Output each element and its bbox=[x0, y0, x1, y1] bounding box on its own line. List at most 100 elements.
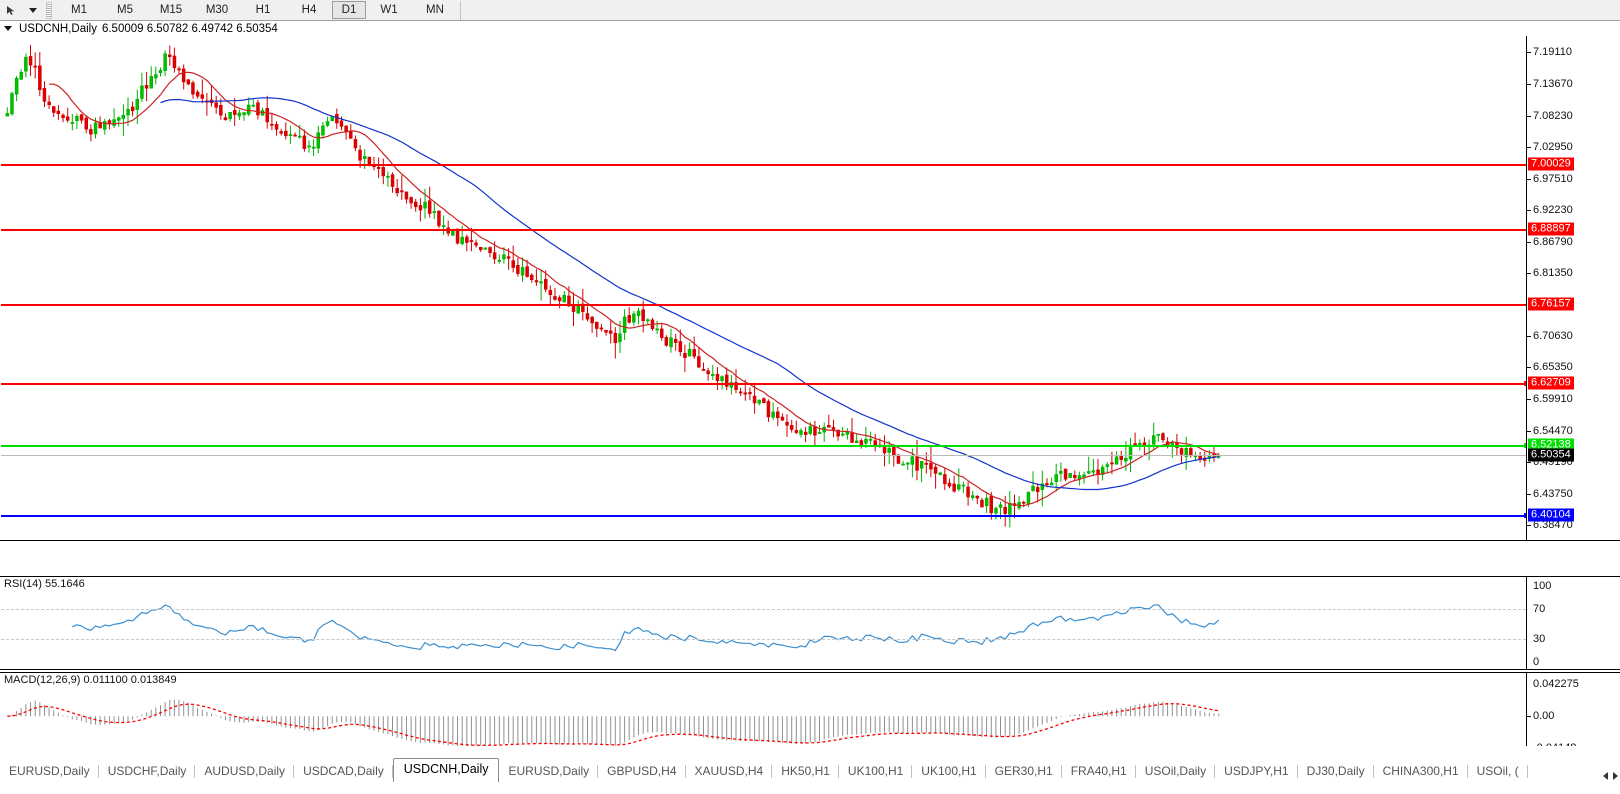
main-toolbar: M1 M5 M15 M30 H1 H4 D1 W1 MN bbox=[0, 0, 1620, 21]
price-axis-tick bbox=[1527, 367, 1531, 369]
chart-tab-dj30-daily[interactable]: DJ30,Daily bbox=[1298, 761, 1374, 782]
rsi-level-30-gridline bbox=[1, 639, 1526, 641]
chart-tab-uk100-h1[interactable]: UK100,H1 bbox=[912, 761, 987, 782]
toolbar-dropdown-icon[interactable] bbox=[22, 1, 44, 20]
rsi-plot-canvas[interactable] bbox=[1, 577, 1526, 669]
price-axis-label: 6.65350 bbox=[1533, 361, 1573, 374]
scroll-right-icon[interactable] bbox=[1613, 772, 1618, 780]
line-drag-handle[interactable] bbox=[1524, 380, 1526, 386]
price-axis-label: 7.08230 bbox=[1533, 109, 1573, 122]
price-tag-support-green[interactable]: 6.52138 bbox=[1528, 438, 1574, 452]
price-tag-resistance[interactable]: 7.00029 bbox=[1528, 157, 1574, 171]
chart-tab-gbpusd-h4[interactable]: GBPUSD,H4 bbox=[598, 761, 686, 782]
chart-ohlc-values: 6.50009 6.50782 6.49742 6.50354 bbox=[101, 22, 278, 35]
chart-symbol-bar: USDCNH,Daily 6.50009 6.50782 6.49742 6.5… bbox=[0, 21, 1620, 36]
price-axis-label: 6.81350 bbox=[1533, 267, 1573, 280]
resistance-line-7.00029[interactable] bbox=[1, 163, 1526, 166]
price-tag-support-blue[interactable]: 6.40104 bbox=[1528, 508, 1574, 522]
price-tag-last-price[interactable]: 6.50354 bbox=[1528, 448, 1574, 462]
macd-histogram-and-signal bbox=[7, 699, 1220, 747]
resistance-line-6.62709[interactable] bbox=[1, 380, 1526, 386]
price-axis-tick bbox=[1527, 83, 1531, 85]
timeframe-button-m30[interactable]: M30 bbox=[205, 4, 229, 16]
price-axis-tick bbox=[1527, 525, 1531, 527]
chart-tab-uk100-h1[interactable]: UK100,H1 bbox=[839, 761, 913, 782]
line-drag-handle[interactable] bbox=[1524, 513, 1526, 519]
price-axis-tick bbox=[1527, 431, 1531, 433]
rsi-indicator-label: RSI(14) 55.1646 bbox=[4, 578, 88, 590]
price-axis-label: 6.38470 bbox=[1533, 519, 1573, 532]
price-axis-tick bbox=[1527, 336, 1531, 338]
chart-tab-china300-h1[interactable]: CHINA300,H1 bbox=[1374, 761, 1468, 782]
price-axis-tick bbox=[1527, 462, 1531, 464]
price-axis-tick bbox=[1527, 399, 1531, 401]
chart-tab-eurusd-daily[interactable]: EURUSD,Daily bbox=[0, 761, 99, 782]
chevron-down-icon bbox=[29, 7, 37, 13]
timeframe-group: M1 M5 M15 M30 H1 H4 D1 W1 MN bbox=[56, 0, 461, 20]
price-axis-label: 6.92230 bbox=[1533, 203, 1573, 216]
chart-tab-usdchf-daily[interactable]: USDCHF,Daily bbox=[99, 761, 196, 782]
chart-tab-usdjpy-h1[interactable]: USDJPY,H1 bbox=[1215, 761, 1299, 782]
chart-symbol-label: USDCNH,Daily bbox=[19, 22, 97, 35]
chart-tab-usoil-daily[interactable]: USOil,Daily bbox=[1136, 761, 1216, 782]
price-pane[interactable]: 7.19110 7.13670 7.08230 7.02950 6.97510 6.922… bbox=[0, 36, 1620, 541]
price-axis-tick bbox=[1527, 115, 1531, 117]
price-axis-label: 7.02950 bbox=[1533, 140, 1573, 153]
rsi-line-series bbox=[72, 604, 1220, 652]
price-tag-resistance[interactable]: 6.76157 bbox=[1528, 297, 1574, 311]
rsi-axis-label: 30 bbox=[1533, 633, 1546, 646]
chart-tab-fra40-h1[interactable]: FRA40,H1 bbox=[1062, 761, 1136, 782]
resistance-line-6.76157[interactable] bbox=[1, 303, 1526, 306]
scroll-left-icon[interactable] bbox=[1603, 772, 1608, 780]
price-tag-resistance[interactable]: 6.62709 bbox=[1528, 376, 1574, 390]
chart-tab-usoil---[interactable]: USOil, ( bbox=[1468, 761, 1528, 782]
price-tag-resistance[interactable]: 6.88897 bbox=[1528, 222, 1574, 236]
support-line-6.40104[interactable] bbox=[1, 513, 1526, 519]
rsi-axis-label: 70 bbox=[1533, 602, 1546, 615]
timeframe-button-mn[interactable]: MN bbox=[426, 4, 444, 16]
macd-axis-label: 0.042275 bbox=[1533, 678, 1579, 690]
chart-tab-hk50-h1[interactable]: HK50,H1 bbox=[772, 761, 839, 782]
chart-tab-xauusd-h4[interactable]: XAUUSD,H4 bbox=[686, 761, 773, 782]
chart-tab-ger30-h1[interactable]: GER30,H1 bbox=[986, 761, 1062, 782]
price-axis[interactable]: 7.19110 7.13670 7.08230 7.02950 6.97510 6.922… bbox=[1526, 36, 1620, 540]
price-axis-label: 7.13670 bbox=[1533, 77, 1573, 90]
last-price-line bbox=[1, 455, 1526, 457]
cursor-tool-icon[interactable] bbox=[0, 1, 22, 20]
chart-tab-eurusd-daily[interactable]: EURUSD,Daily bbox=[499, 761, 598, 782]
rsi-axis-label: 100 bbox=[1533, 580, 1552, 592]
line-drag-handle[interactable] bbox=[1524, 442, 1526, 448]
price-axis-tick bbox=[1527, 51, 1531, 53]
price-axis-tick bbox=[1527, 494, 1531, 496]
macd-plot-canvas[interactable] bbox=[1, 673, 1526, 757]
timeframe-button-w1[interactable]: W1 bbox=[380, 4, 398, 16]
timeframe-button-h4[interactable]: H4 bbox=[301, 4, 317, 16]
price-axis-label: 6.97510 bbox=[1533, 172, 1573, 185]
price-plot-canvas[interactable] bbox=[1, 36, 1526, 540]
macd-axis-label: 0.00 bbox=[1533, 710, 1555, 723]
chart-tab-usdcnh-daily[interactable]: USDCNH,Daily bbox=[392, 758, 500, 782]
rsi-axis[interactable]: 100 70 30 0 bbox=[1526, 577, 1620, 669]
price-axis-label: 6.54470 bbox=[1533, 425, 1573, 438]
chart-menu-caret-icon[interactable] bbox=[4, 26, 12, 31]
toolbar-grip-handle[interactable] bbox=[46, 1, 52, 19]
rsi-axis-label: 0 bbox=[1533, 656, 1540, 668]
rsi-level-70-gridline bbox=[1, 608, 1526, 610]
timeframe-button-m15[interactable]: M15 bbox=[159, 4, 183, 16]
chart-tab-audusd-daily[interactable]: AUDUSD,Daily bbox=[195, 761, 294, 782]
timeframe-button-m5[interactable]: M5 bbox=[117, 4, 133, 16]
timeframe-button-d1[interactable]: D1 bbox=[332, 1, 366, 19]
rsi-pane[interactable]: RSI(14) 55.1646 100 70 30 0 bbox=[0, 576, 1620, 670]
resistance-line-6.88897[interactable] bbox=[1, 229, 1526, 232]
timeframe-button-m1[interactable]: M1 bbox=[71, 4, 87, 16]
price-axis-label: 6.86790 bbox=[1533, 235, 1573, 248]
chart-tab-usdcad-daily[interactable]: USDCAD,Daily bbox=[294, 761, 393, 782]
price-axis-label: 6.59910 bbox=[1533, 393, 1573, 406]
timeframe-button-h1[interactable]: H1 bbox=[255, 4, 271, 16]
price-axis-tick bbox=[1527, 209, 1531, 211]
tab-scroll-controls[interactable] bbox=[1603, 772, 1618, 780]
support-line-6.52138[interactable] bbox=[1, 442, 1526, 448]
macd-indicator-label: MACD(12,26,9) 0.011100 0.013849 bbox=[4, 674, 180, 686]
chart-area[interactable]: 7.19110 7.13670 7.08230 7.02950 6.97510 6.922… bbox=[0, 36, 1620, 782]
